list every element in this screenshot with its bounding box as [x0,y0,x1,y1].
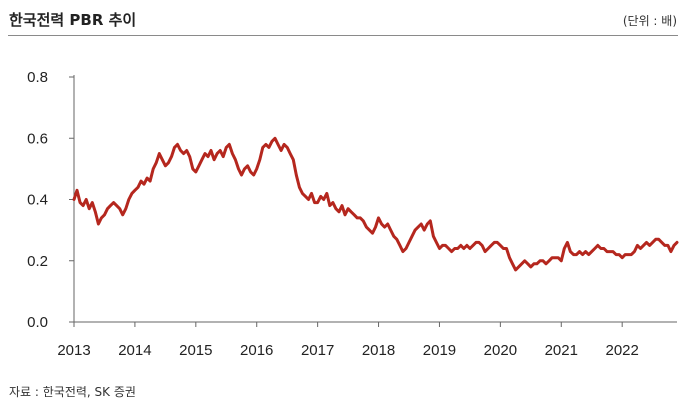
x-tick-label: 2022 [605,342,638,359]
y-tick-label: 0.0 [27,314,48,331]
x-tick-label: 2014 [118,342,151,359]
x-tick-label: 2020 [484,342,517,359]
chart-plot-area [72,136,679,272]
x-tick-label: 2016 [240,342,273,359]
chart-axes: 0.0 0.2 0.4 0.6 0.8 2013 2014 2015 2016 2017 2018 2… [27,69,677,359]
x-tick-label: 2021 [545,342,578,359]
y-tick-label: 0.2 [27,253,48,270]
source-note: 자료 : 한국전력, SK 증권 [9,385,136,399]
x-tick-label: 2015 [179,342,212,359]
y-tick-label: 0.8 [27,69,48,86]
x-tick-label: 2017 [301,342,334,359]
x-tick-label: 2013 [57,342,90,359]
unit-label: (단위 : 배) [622,14,677,28]
header-divider [8,35,678,36]
y-tick-label: 0.4 [27,192,48,209]
pbr-series-line [72,136,679,272]
x-tick-label: 2019 [423,342,456,359]
chart-title: 한국전력 PBR 추이 [9,11,137,29]
y-tick-label: 0.6 [27,130,48,147]
x-tick-label: 2018 [362,342,395,359]
